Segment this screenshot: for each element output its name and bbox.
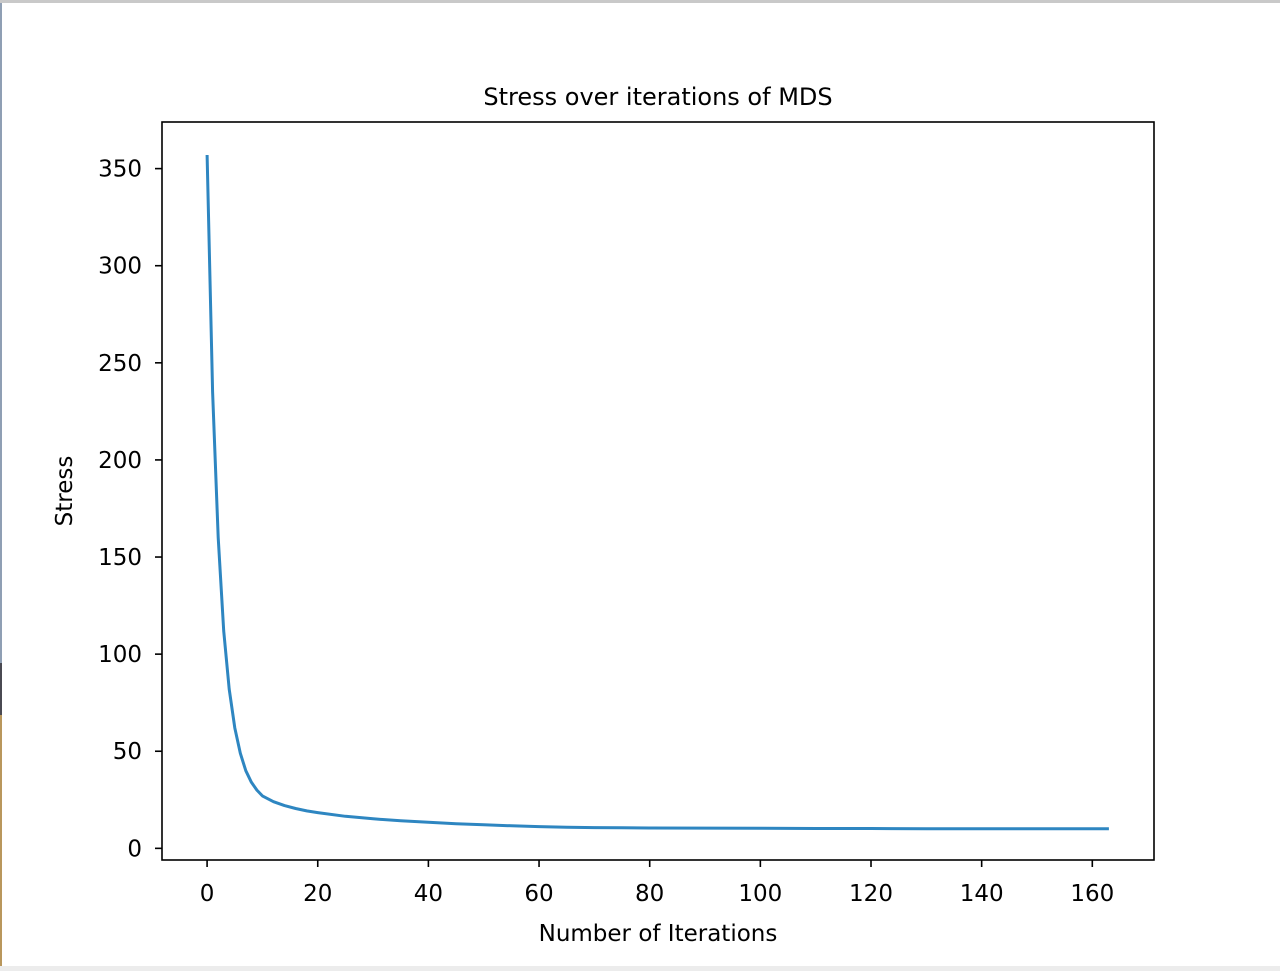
x-tick-label: 40 bbox=[414, 881, 443, 907]
window-edge bbox=[0, 3, 2, 663]
x-axis-ticks: 0 20 40 60 80 100 120 140 160 bbox=[200, 860, 1114, 907]
x-tick-label: 120 bbox=[849, 881, 893, 907]
y-tick-label: 0 bbox=[127, 836, 142, 862]
y-tick-label: 200 bbox=[98, 448, 142, 474]
window-edge bbox=[0, 663, 2, 715]
x-axis-label: Number of Iterations bbox=[539, 921, 778, 947]
y-tick-label: 150 bbox=[98, 545, 142, 571]
y-tick-label: 100 bbox=[98, 642, 142, 668]
window-bottom-edge bbox=[0, 966, 1280, 971]
chart-title: Stress over iterations of MDS bbox=[483, 83, 832, 111]
window-edge bbox=[0, 715, 2, 971]
x-tick-label: 0 bbox=[200, 881, 215, 907]
x-tick-label: 160 bbox=[1070, 881, 1114, 907]
y-tick-label: 250 bbox=[98, 351, 142, 377]
x-tick-label: 20 bbox=[303, 881, 332, 907]
line-chart: Stress over iterations of MDS 0 20 40 60 80 1… bbox=[52, 83, 1155, 947]
x-tick-label: 60 bbox=[524, 881, 553, 907]
y-tick-label: 350 bbox=[98, 157, 142, 183]
y-axis-ticks: 0 50 100 150 200 250 300 350 bbox=[98, 157, 162, 862]
y-tick-label: 50 bbox=[113, 739, 142, 765]
y-tick-label: 300 bbox=[98, 254, 142, 280]
x-tick-label: 100 bbox=[738, 881, 782, 907]
plot-area bbox=[161, 121, 1155, 861]
series-line-0 bbox=[205, 154, 1109, 831]
axes-frame bbox=[161, 121, 1155, 861]
x-tick-label: 140 bbox=[960, 881, 1004, 907]
series-group bbox=[205, 154, 1109, 831]
x-tick-label: 80 bbox=[635, 881, 664, 907]
y-axis-label: Stress bbox=[52, 456, 78, 527]
